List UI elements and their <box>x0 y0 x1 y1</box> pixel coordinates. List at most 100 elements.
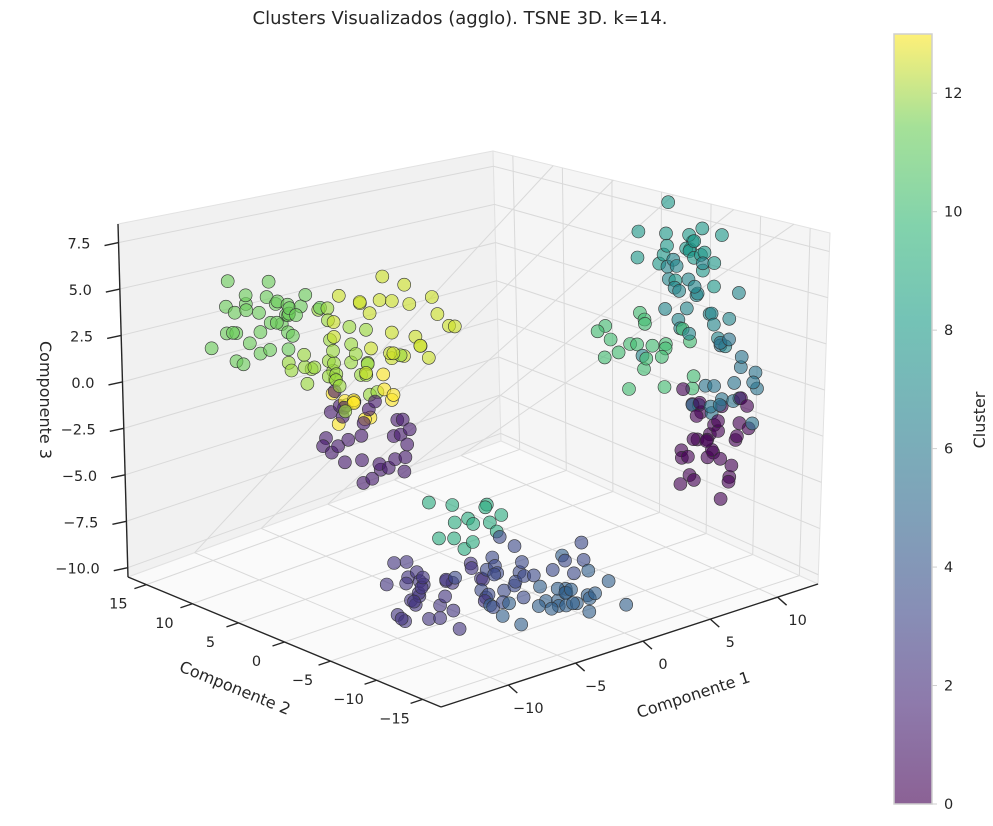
scatter-point <box>400 437 415 452</box>
z-tick-label: 7.5 <box>67 237 90 253</box>
z-tick-label: −2.5 <box>61 422 96 438</box>
scatter-point <box>398 450 413 465</box>
scatter-point <box>515 555 529 569</box>
scatter-point <box>567 566 581 581</box>
scatter-point <box>354 428 369 443</box>
x-tick-label: 10 <box>788 613 806 629</box>
y-tick-mark <box>318 660 331 666</box>
scatter-point <box>227 305 242 320</box>
scatter-point <box>365 471 380 486</box>
grid-line <box>123 318 824 437</box>
scatter-point <box>564 582 578 597</box>
scatter-point <box>558 553 572 568</box>
y-tick-label: −15 <box>379 711 410 727</box>
scatter-point <box>359 322 373 337</box>
scatter-point <box>204 341 219 356</box>
scatter-point <box>384 325 399 340</box>
x-tick-mark <box>507 684 518 694</box>
x-axis-label: Componente 1 <box>634 668 752 723</box>
scatter-point <box>298 288 313 302</box>
scatter-point <box>341 432 356 447</box>
x-tick-mark <box>642 640 653 650</box>
scatter-point <box>659 226 673 241</box>
scatter-point <box>707 279 721 294</box>
scatter-point <box>402 297 417 311</box>
scatter-point <box>531 599 546 613</box>
axis-ticks: −10 −5 0 5 10 −15 −10 −5 0 5 10 15 −10.0 −7.5 −5.0 −2.5… <box>55 237 807 728</box>
colorbar-tick-label: 8 <box>944 323 953 339</box>
scatter-point <box>348 347 363 361</box>
scatter-point <box>669 259 684 273</box>
grid-line <box>561 167 567 471</box>
scatter-point <box>566 596 580 611</box>
scatter-point <box>359 366 373 380</box>
scatter-point <box>226 325 240 340</box>
scatter-point <box>478 500 493 515</box>
scatter-point <box>622 382 636 396</box>
chart-title: Clusters Visualizados (agglo). TSNE 3D. … <box>253 8 668 29</box>
y-tick-mark <box>226 622 239 628</box>
scatter-point <box>516 590 531 605</box>
z-tick-mark <box>108 381 123 386</box>
scatter-point <box>713 492 728 506</box>
grid-line <box>260 179 614 529</box>
scatter-point <box>346 396 361 410</box>
scatter-point <box>581 563 596 578</box>
scatter-point <box>686 369 701 384</box>
grid-line <box>798 228 811 576</box>
z-tick-label: −5.0 <box>62 469 97 485</box>
z-axis-label: Componente 3 <box>36 341 55 459</box>
scatter-point <box>447 515 462 530</box>
z-tick-mark <box>109 427 124 433</box>
colorbar-tick-label: 12 <box>944 86 962 102</box>
scatter-point <box>269 315 284 330</box>
scatter-point <box>545 563 560 577</box>
scatter-point <box>590 324 605 339</box>
scatter-point <box>619 597 634 612</box>
scatter-point <box>320 301 335 316</box>
y-tick-label: 10 <box>155 616 173 632</box>
colorbar-tick-label: 10 <box>944 205 962 221</box>
scatter-point <box>430 307 445 321</box>
z-tick-mark <box>110 474 126 479</box>
colorbar <box>893 33 933 805</box>
grid-line <box>376 554 753 681</box>
colorbar-tick-label: 6 <box>944 442 953 458</box>
y-tick-label: −5 <box>292 673 313 689</box>
scatter-point <box>654 349 669 364</box>
scatter-point <box>661 195 676 209</box>
y-tick-label: 5 <box>206 635 215 651</box>
scatter-point <box>356 416 371 430</box>
scatter-point <box>721 474 736 489</box>
scatter-point <box>448 570 462 585</box>
scatter-points <box>204 195 764 636</box>
scatter-point <box>331 439 345 454</box>
scatter-point <box>352 295 367 309</box>
scatter-point <box>706 317 721 332</box>
y-tick-mark <box>134 583 147 590</box>
scatter-point <box>263 343 277 357</box>
scatter-point <box>672 284 687 298</box>
scatter-point <box>447 319 462 334</box>
scatter-point <box>368 394 382 409</box>
scatter-point <box>712 398 727 412</box>
scatter-point <box>507 539 522 553</box>
z-tick-mark <box>107 334 122 340</box>
scatter-point <box>386 388 401 402</box>
scatter-point <box>686 432 701 447</box>
scatter-point <box>487 567 502 582</box>
scatter-point <box>397 277 412 292</box>
scatter-point <box>364 341 378 356</box>
scatter-point <box>638 316 652 331</box>
axis-line-z <box>117 223 129 578</box>
scatter-point <box>574 535 589 550</box>
scatter-point <box>331 288 346 303</box>
scatter-point <box>673 477 688 491</box>
scatter-point <box>465 535 480 549</box>
scatter-point <box>687 473 701 487</box>
z-tick-mark <box>112 520 127 525</box>
grid-line <box>192 469 567 605</box>
z-tick-mark <box>113 567 128 572</box>
scatter-point <box>687 234 702 248</box>
y-tick-mark <box>272 641 285 647</box>
